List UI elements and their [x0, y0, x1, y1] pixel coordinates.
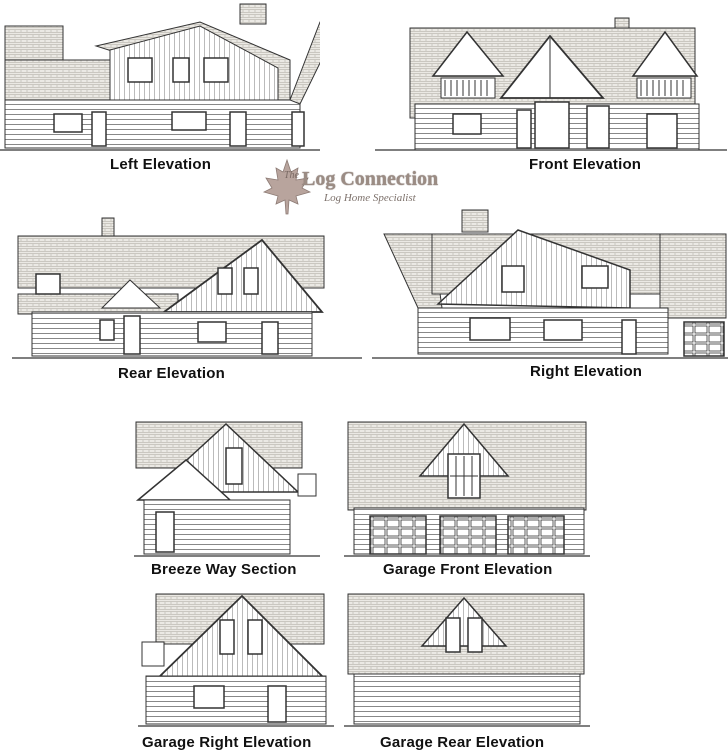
garage-rear-elevation-drawing — [344, 592, 590, 728]
right-elevation-drawing — [372, 208, 728, 362]
logo-the-text: The — [284, 170, 299, 181]
garage-front-elevation-drawing — [344, 420, 590, 558]
garage-front-elevation-label: Garage Front Elevation — [383, 561, 553, 578]
garage-rear-elevation-label: Garage Rear Elevation — [380, 734, 545, 751]
rear-elevation-label: Rear Elevation — [118, 365, 226, 382]
logo-name-text: Log Connection — [302, 168, 439, 190]
breezeway-section-drawing — [134, 420, 320, 558]
front-elevation-drawing — [375, 14, 727, 154]
log-connection-logo: The Log Connection Log Home Specialist — [262, 158, 472, 216]
left-elevation-drawing — [0, 0, 320, 152]
logo-tagline-text: Log Home Specialist — [324, 192, 416, 204]
left-elevation-label: Left Elevation — [110, 156, 212, 173]
rear-elevation-drawing — [12, 214, 362, 362]
front-elevation-label: Front Elevation — [529, 156, 642, 173]
garage-right-elevation-label: Garage Right Elevation — [142, 734, 312, 751]
garage-right-elevation-drawing — [138, 592, 334, 728]
right-elevation-label: Right Elevation — [530, 363, 643, 380]
breezeway-section-label: Breeze Way Section — [151, 561, 297, 578]
maple-leaf-icon — [262, 158, 312, 215]
